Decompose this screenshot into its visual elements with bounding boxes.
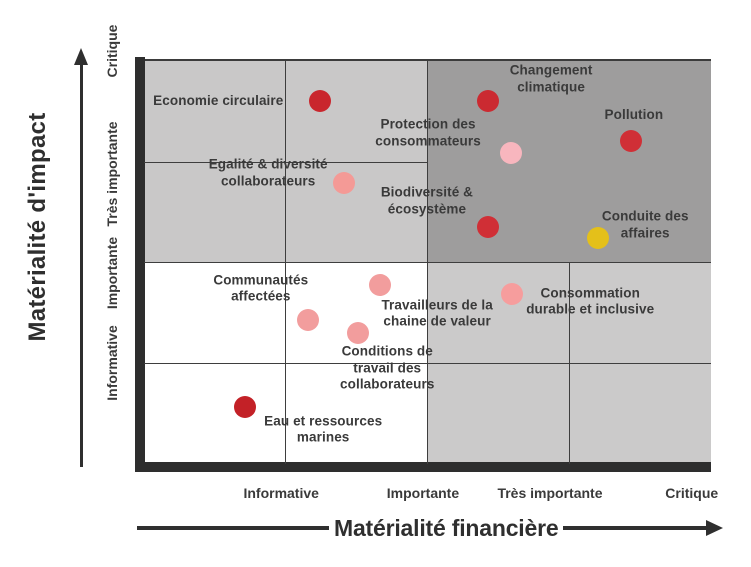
y-axis-thick-bar (135, 57, 145, 472)
y-axis-title: Matérialité d'impact (24, 112, 51, 342)
y-tick-label: Critique (104, 24, 120, 78)
data-point-dot (333, 172, 356, 195)
data-point-label: Pollution (604, 106, 664, 122)
x-tick-label: Informative (243, 485, 319, 501)
x-axis-title: Matérialité financière (334, 514, 559, 541)
plot-area: Economie circulaire Changement climatique P… (144, 59, 711, 464)
data-point-label: Communautés affectées (213, 272, 309, 304)
y-axis-arrow-line (80, 64, 83, 467)
grid-line-horizontal-2 (144, 261, 711, 263)
x-tick-label: Importante (386, 485, 460, 501)
x-axis-arrowhead-icon (706, 520, 723, 536)
x-axis-line-right (563, 526, 706, 530)
data-point-dot (233, 395, 256, 418)
data-point-label: Eau et ressources marines (264, 413, 383, 445)
data-point-dot (308, 90, 331, 113)
data-point-label: Travailleurs de la chaine de valeur (381, 297, 493, 329)
y-tick-label: Importante (104, 236, 120, 309)
data-point-label: Conditions de travail des collaborateurs (340, 343, 435, 392)
grid-line-horizontal-3 (144, 362, 711, 364)
y-tick-label: Informative (104, 325, 120, 401)
data-point-label: Protection des consommateurs (375, 116, 481, 149)
data-point-dot (477, 90, 500, 113)
data-point-dot (500, 282, 523, 305)
data-point-label: Changement climatique (509, 62, 593, 95)
y-tick-label: Très importante (104, 121, 120, 227)
quadrant-top-right (427, 61, 711, 262)
data-point-label: Egalité & diversité collaborateurs (208, 156, 328, 189)
data-point-dot (499, 142, 522, 165)
data-point-dot (477, 216, 500, 239)
data-point-dot (346, 321, 369, 344)
grid-line-horizontal-1 (144, 161, 427, 163)
x-tick-label: Très importante (497, 485, 603, 501)
x-axis: Matérialité financière (137, 513, 723, 543)
x-tick-label: Critique (665, 485, 719, 501)
y-axis-arrowhead-icon (74, 48, 88, 65)
data-point-dot (368, 273, 391, 296)
data-point-label: Conduite des affaires (601, 208, 689, 241)
data-point-dot (296, 308, 319, 331)
data-point-label: Consommation durable et inclusive (526, 285, 655, 317)
data-point-dot (587, 227, 610, 250)
x-axis-line-left (137, 526, 329, 530)
data-point-dot (620, 130, 643, 153)
data-point-label: Economie circulaire (153, 93, 284, 109)
data-point-label: Biodiversité & écosystème (380, 184, 474, 217)
x-axis-thick-bar (135, 462, 711, 472)
